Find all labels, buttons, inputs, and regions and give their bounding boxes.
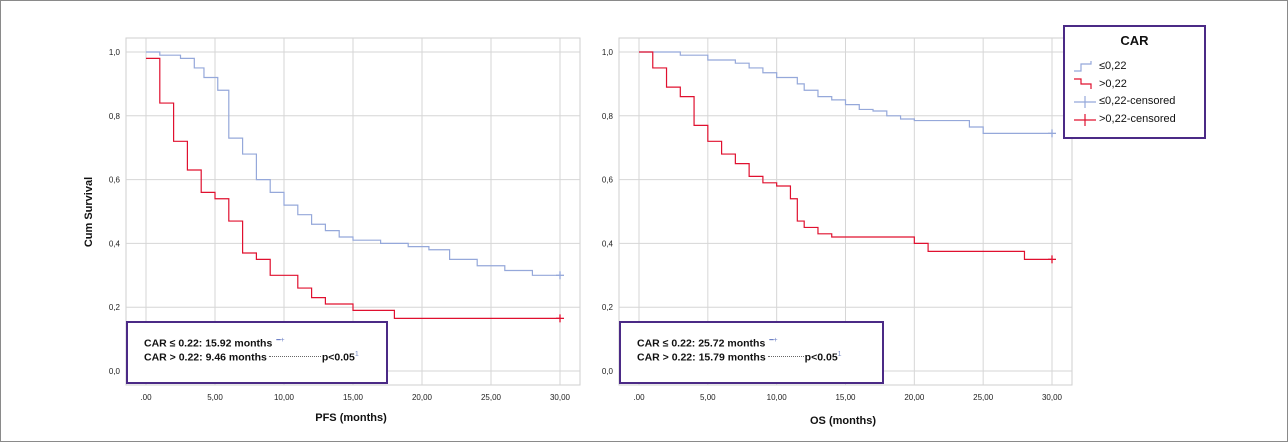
survival-curve-car-low (146, 51, 560, 276)
y-tick-label: 0,0 (602, 367, 614, 376)
dotted-leader (268, 355, 321, 357)
x-tick-label: 10,00 (274, 393, 295, 402)
x-tick-label: 30,00 (550, 393, 571, 402)
y-tick-label: 0,6 (602, 176, 614, 185)
pfs-p-value: p<0.05 (321, 351, 355, 364)
x-tick-label: 5,00 (207, 393, 223, 402)
pfs-median-low: CAR ≤ 0.22: 15.92 months (144, 337, 273, 350)
x-tick-label: 15,00 (835, 393, 856, 402)
os-median-line-1: CAR ≤ 0.22: 25.72 months ━+ (637, 336, 778, 350)
y-tick-label: 0,8 (109, 112, 121, 121)
x-tick-label: 25,00 (973, 393, 994, 402)
os-median-low: CAR ≤ 0.22: 25.72 months (637, 337, 766, 350)
censor-mark (556, 271, 564, 280)
legend-label: ≤0,22 (1099, 60, 1127, 72)
legend-step-line-icon (1074, 61, 1092, 72)
mini-legend-icon: ━+ (276, 337, 285, 344)
y-tick-label: 0,4 (109, 239, 121, 248)
survival-curve-car-low (639, 51, 1052, 134)
y-tick-label: 0,8 (602, 112, 614, 121)
legend-label: >0,22 (1099, 78, 1127, 90)
legend-label: >0,22-censored (1099, 113, 1176, 125)
survival-curve-car-high (639, 51, 1052, 260)
legend-label: ≤0,22-censored (1099, 95, 1176, 107)
dotted-leader (767, 355, 804, 357)
legend-step-line-icon (1074, 78, 1092, 89)
x-axis-title: OS (months) (810, 415, 876, 427)
y-tick-label: 0,0 (109, 367, 121, 376)
x-tick-label: 5,00 (700, 393, 716, 402)
legend-title: CAR (1120, 33, 1149, 48)
censor-mark (1048, 129, 1056, 138)
censor-mark (1048, 255, 1056, 264)
os-median-high: CAR > 0.22: 15.79 months (637, 351, 766, 364)
pfs-median-line-1: CAR ≤ 0.22: 15.92 months ━+ (144, 336, 285, 350)
y-axis-title: Cum Survival (83, 177, 95, 247)
os-median-annotation-box: CAR ≤ 0.22: 25.72 months ━+ CAR > 0.22: 1… (619, 321, 884, 384)
superscript-mark: 1 (354, 351, 359, 358)
superscript-mark: 1 (837, 351, 842, 358)
legend: CAR ≤0,22 >0,22 ≤0,22-censored >0,22-cen… (1063, 25, 1206, 139)
legend-censor-cross-icon (1074, 96, 1096, 108)
x-tick-label: 20,00 (904, 393, 925, 402)
x-tick-label: .00 (140, 393, 152, 402)
x-tick-label: 25,00 (481, 393, 502, 402)
y-tick-label: 1,0 (602, 48, 614, 57)
x-tick-label: 30,00 (1042, 393, 1063, 402)
censor-mark (556, 314, 564, 323)
x-tick-label: 20,00 (412, 393, 433, 402)
y-tick-label: 1,0 (109, 48, 121, 57)
x-tick-label: 15,00 (343, 393, 364, 402)
legend-censor-cross-icon (1074, 114, 1096, 126)
x-tick-label: 10,00 (767, 393, 788, 402)
survival-curve-car-high (146, 57, 560, 319)
os-median-line-2: CAR > 0.22: 15.79 months p<0.051 (637, 351, 842, 364)
pfs-median-high: CAR > 0.22: 9.46 months (144, 351, 267, 364)
y-tick-label: 0,2 (602, 303, 614, 312)
pfs-median-line-2: CAR > 0.22: 9.46 months p<0.051 (144, 351, 359, 364)
pfs-median-annotation-box: CAR ≤ 0.22: 15.92 months ━+ CAR > 0.22: 9… (126, 321, 388, 384)
y-tick-label: 0,2 (109, 303, 121, 312)
x-tick-label: .00 (633, 393, 645, 402)
y-tick-label: 0,6 (109, 176, 121, 185)
y-tick-label: 0,4 (602, 239, 614, 248)
os-p-value: p<0.05 (804, 351, 838, 364)
mini-legend-icon: ━+ (769, 337, 778, 344)
x-axis-title: PFS (months) (315, 412, 387, 424)
